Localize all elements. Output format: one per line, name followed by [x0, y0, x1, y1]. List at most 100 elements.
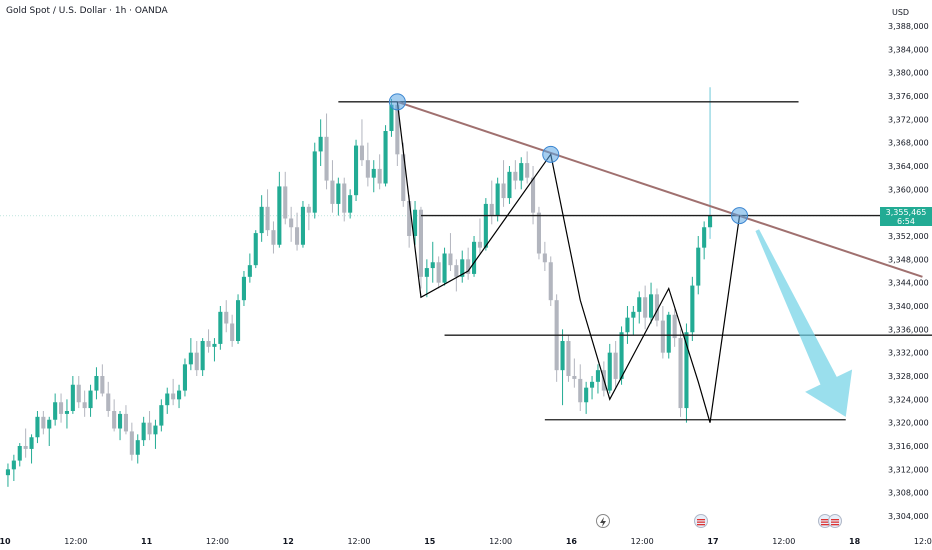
- candle-body: [289, 218, 294, 228]
- candle-body: [619, 332, 624, 379]
- candle-body: [253, 233, 258, 266]
- candle-body: [330, 180, 335, 204]
- y-tick-label: 3,344,000: [888, 279, 929, 288]
- x-tick-label: 12:00: [206, 537, 229, 546]
- candle-body: [306, 206, 311, 213]
- candle-body: [448, 253, 453, 266]
- time-axis: 10 12:00 11 12:00 12 12:00 15 12:00 16 12:00 17 12:…: [0, 537, 932, 546]
- candle-body: [666, 314, 671, 353]
- candle-body: [76, 384, 81, 403]
- x-tick-label: 12:00: [489, 537, 512, 546]
- candle-body: [11, 460, 16, 470]
- candle-body: [41, 416, 46, 429]
- y-tick-label: 3,368,000: [888, 139, 929, 148]
- y-tick-label: 3,316,000: [888, 442, 929, 451]
- y-tick-label: 3,360,000: [888, 185, 929, 194]
- candle-body: [153, 425, 158, 435]
- candle-body: [59, 402, 64, 414]
- candle-body: [395, 104, 400, 155]
- candle-body: [188, 352, 193, 365]
- candle-body: [354, 145, 359, 196]
- candle-body: [159, 405, 164, 426]
- y-tick-label: 3,332,000: [888, 349, 929, 358]
- candle-body: [94, 376, 99, 391]
- candle-body: [454, 265, 459, 277]
- x-tick-label: 12:00: [914, 537, 932, 546]
- candle-body: [218, 311, 223, 344]
- us-flag-event-icon-3[interactable]: [828, 514, 842, 528]
- candle-body: [489, 203, 494, 216]
- candle-body: [483, 203, 488, 248]
- last-price-value: 3,355,465: [885, 207, 927, 217]
- candle-body: [212, 343, 217, 347]
- candle-body: [413, 209, 418, 236]
- candle-body: [277, 186, 282, 245]
- candle-body: [236, 300, 241, 341]
- candle-body: [182, 364, 187, 391]
- y-tick-label: 3,380,000: [888, 69, 929, 78]
- candle-body: [177, 390, 182, 400]
- y-tick-label: 3,352,000: [888, 232, 929, 241]
- candle-body: [501, 183, 506, 199]
- flag-icon: [821, 519, 829, 526]
- y-tick-label: 3,364,000: [888, 162, 929, 171]
- candle-body: [584, 387, 589, 403]
- candle-body: [631, 311, 636, 318]
- x-tick-label: 18: [849, 537, 861, 546]
- y-tick-label: 3,376,000: [888, 92, 929, 101]
- candle-body: [560, 341, 565, 371]
- candle-body: [672, 314, 677, 339]
- currency-label: USD: [892, 8, 910, 17]
- candle-body: [259, 206, 264, 234]
- bearish-projection-arrow: [755, 229, 853, 417]
- candle-body: [377, 168, 382, 184]
- candle-body: [348, 195, 353, 213]
- x-tick-label: 12:00: [772, 537, 795, 546]
- dividend-event-icon[interactable]: [596, 514, 610, 528]
- candle-body: [17, 446, 22, 461]
- candle-body: [495, 183, 500, 216]
- candle-body: [572, 376, 577, 379]
- candle-body: [342, 183, 347, 213]
- candle-body: [100, 376, 105, 394]
- candle-body: [53, 402, 58, 420]
- candle-body: [430, 262, 435, 269]
- x-tick-label: 10: [0, 537, 11, 546]
- trendline-touch-circle: [731, 207, 749, 225]
- candle-body: [82, 402, 87, 409]
- candle-body: [418, 209, 423, 277]
- trendline-touch-circle: [388, 93, 406, 111]
- y-tick-label: 3,388,000: [888, 22, 929, 31]
- candle-body: [129, 431, 134, 455]
- candle-body: [507, 171, 512, 199]
- candle-body: [135, 440, 140, 455]
- candle-body: [708, 215, 713, 228]
- candle-body: [442, 253, 447, 283]
- x-tick-label: 12:00: [631, 537, 654, 546]
- candle-body: [365, 160, 370, 178]
- x-tick-label: 11: [141, 537, 153, 546]
- candle-body: [47, 419, 52, 429]
- candle-body: [548, 262, 553, 301]
- candle-body: [283, 186, 288, 219]
- us-flag-event-icon[interactable]: [694, 514, 708, 528]
- x-tick-label: 12:00: [347, 537, 370, 546]
- candle-body: [29, 437, 34, 449]
- candle-body: [472, 241, 477, 274]
- candle-body: [336, 183, 341, 204]
- candle-body: [690, 285, 695, 333]
- chart-drawings[interactable]: [338, 93, 932, 423]
- candle-body: [607, 352, 612, 391]
- x-tick-label: 12: [283, 537, 294, 546]
- chart-title: Gold Spot / U.S. Dollar · 1h · OANDA: [6, 6, 168, 16]
- candle-body: [118, 413, 123, 429]
- candle-body: [654, 294, 659, 321]
- candle-body: [324, 136, 329, 181]
- candle-body: [536, 212, 541, 254]
- candle-body: [106, 393, 111, 411]
- candle-body: [595, 370, 600, 382]
- lightning-icon: [600, 517, 606, 527]
- candle-body: [542, 253, 547, 263]
- candle-body: [5, 469, 10, 476]
